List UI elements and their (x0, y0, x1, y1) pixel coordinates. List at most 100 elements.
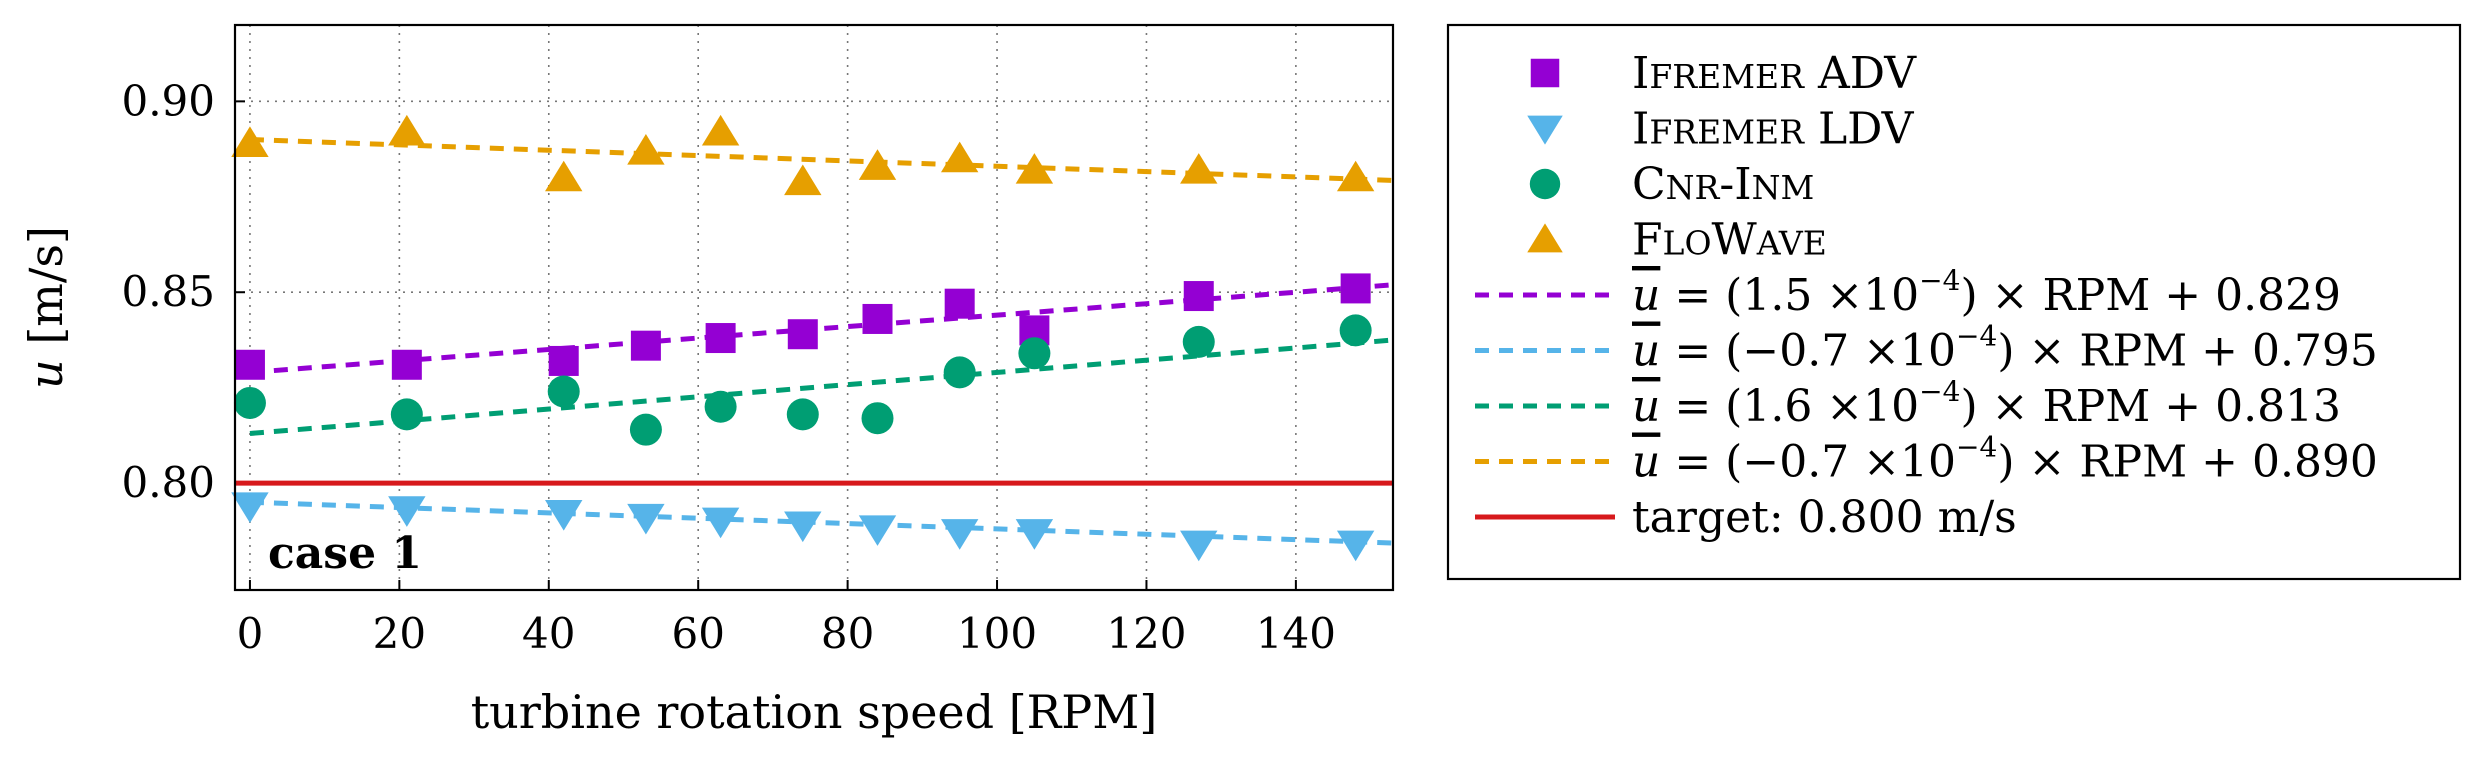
data-point-flowave (545, 160, 583, 192)
legend-text-part: LDV (1804, 104, 1915, 155)
data-point-cnr-inm (547, 375, 580, 408)
legend-text-part: W (1712, 215, 1758, 266)
fit-equation-part: u (1632, 270, 1660, 321)
y-axis-unit: [m/s] (19, 226, 73, 359)
fit-equation-part: = (−0.7 ×10 (1660, 326, 1956, 377)
legend-text-part: AVE (1756, 224, 1827, 263)
y-tick-label: 0.80 (121, 458, 215, 507)
fit-equation-part: −4 (1956, 431, 1997, 464)
fit-equation-part: u (1632, 326, 1660, 377)
legend-fit-label-1: u = (−0.7 ×10−4) × RPM + 0.795 (1632, 320, 2378, 377)
data-point-ifremer-adv (548, 345, 579, 376)
plot-frame (233, 23, 1395, 592)
legend-text-part: I (1734, 159, 1751, 210)
data-point-ifremer-ldv (784, 511, 822, 543)
data-point-ifremer-ldv (858, 515, 897, 546)
legend-label-ifremer-ldv: IFREMER LDV (1632, 104, 1915, 155)
data-point-cnr-inm (1182, 325, 1215, 358)
fit-line-3 (249, 137, 1393, 183)
legend-label-cnr-inm: CNR-INM (1632, 159, 1814, 210)
legend-fit-label-0: u = (1.5 ×10−4) × RPM + 0.829 (1632, 264, 2341, 321)
fit-equation-part: ) × RPM + 0.813 (1960, 381, 2341, 432)
y-tick-label: 0.90 (121, 76, 215, 125)
data-point-cnr-inm (1339, 314, 1372, 347)
x-tick-label: 80 (821, 609, 874, 658)
legend-text-part: LO (1663, 224, 1712, 263)
plot-area: 0 20 40 60 80 100 120 140 0.80 0.85 0.90 turbine ro… (19, 23, 1395, 739)
data-point-flowave (1180, 153, 1218, 184)
legend-text-part: ADV (1804, 48, 1917, 99)
data-point-cnr-inm (233, 386, 266, 419)
data-point-cnr-inm (629, 413, 662, 446)
fit-equation-part: = (1.5 ×10 (1660, 270, 1919, 321)
data-point-ifremer-ldv (231, 492, 269, 524)
legend-text-part: I (1632, 104, 1649, 155)
legend-box (1446, 23, 2462, 581)
x-axis-label: turbine rotation speed [RPM] (471, 685, 1158, 739)
data-point-cnr-inm (704, 390, 737, 423)
data-point-flowave (1015, 153, 1054, 184)
legend-text-part: FREMER (1649, 113, 1805, 152)
data-point-ifremer-ldv (627, 503, 665, 535)
data-point-ifremer-adv (862, 303, 893, 334)
data-point-ifremer-ldv (1180, 530, 1218, 562)
fit-equation-part: = (−0.7 ×10 (1660, 437, 1956, 488)
data-point-ifremer-ldv (701, 507, 740, 539)
y-axis-variable: u (19, 359, 73, 389)
fit-equation-part: ) × RPM + 0.795 (1997, 326, 2378, 377)
legend-text-part: FREMER (1649, 57, 1805, 96)
x-tick-label: 100 (957, 609, 1037, 658)
fit-equation-part: −4 (1919, 375, 1960, 408)
fit-equation-part: = (1.6 ×10 (1660, 381, 1919, 432)
data-point-ifremer-adv (705, 323, 736, 354)
data-point-cnr-inm (390, 398, 423, 431)
fit-equation-part: u (1632, 381, 1660, 432)
legend-label-flowave: FLOWAVE (1632, 215, 1827, 266)
fit-equation-part: −4 (1956, 320, 1997, 353)
data-point-flowave (858, 149, 897, 180)
legend-text-part: I (1632, 48, 1649, 99)
legend-text-part: C (1632, 159, 1666, 210)
data-point-cnr-inm (861, 402, 894, 435)
data-point-cnr-inm (943, 356, 976, 389)
fit-equation-part: ) × RPM + 0.890 (1997, 437, 2378, 488)
legend-text-part: F (1632, 215, 1663, 266)
x-tick-label: 0 (237, 609, 264, 658)
data-point-flowave (1336, 160, 1375, 192)
data-point-ifremer-ldv (1336, 530, 1375, 562)
data-point-ifremer-ldv (940, 519, 979, 550)
legend-marker-1 (1527, 115, 1563, 145)
legend-text-part: NM (1752, 168, 1815, 207)
legend-label-ifremer-adv: IFREMER ADV (1632, 48, 1917, 99)
y-tick-label: 0.85 (121, 267, 215, 316)
legend-marker-3 (1527, 223, 1563, 253)
plot-lines (235, 137, 1393, 546)
legend-fit-label-2: u = (1.6 ×10−4) × RPM + 0.813 (1632, 375, 2341, 432)
data-point-cnr-inm (1018, 337, 1051, 370)
data-point-flowave (940, 141, 979, 173)
data-point-ifremer-adv (630, 330, 661, 361)
legend-text-part: - (1719, 159, 1734, 210)
data-point-ifremer-ldv (388, 496, 426, 527)
data-point-ifremer-adv (234, 349, 265, 380)
data-point-ifremer-adv (1340, 273, 1371, 304)
x-tick-label: 120 (1106, 609, 1186, 658)
legend-text-part: NR (1666, 168, 1721, 207)
x-tick-label: 20 (373, 609, 426, 658)
data-point-ifremer-ldv (545, 500, 583, 531)
legend-marker-0 (1530, 58, 1560, 88)
data-point-ifremer-adv (1183, 281, 1214, 312)
x-tick-label: 140 (1256, 609, 1336, 658)
data-point-ifremer-adv (787, 319, 818, 350)
data-point-flowave (627, 133, 665, 165)
data-point-flowave (231, 126, 269, 157)
data-point-ifremer-ldv (1015, 519, 1054, 550)
fit-equation-part: −4 (1919, 264, 1960, 297)
legend-target-label: target: 0.800 m/s (1632, 492, 2017, 543)
data-point-flowave (701, 114, 740, 146)
x-tick-label: 40 (522, 609, 575, 658)
data-point-flowave (388, 114, 426, 146)
legend-fit-label-3: u = (−0.7 ×10−4) × RPM + 0.890 (1632, 431, 2378, 488)
